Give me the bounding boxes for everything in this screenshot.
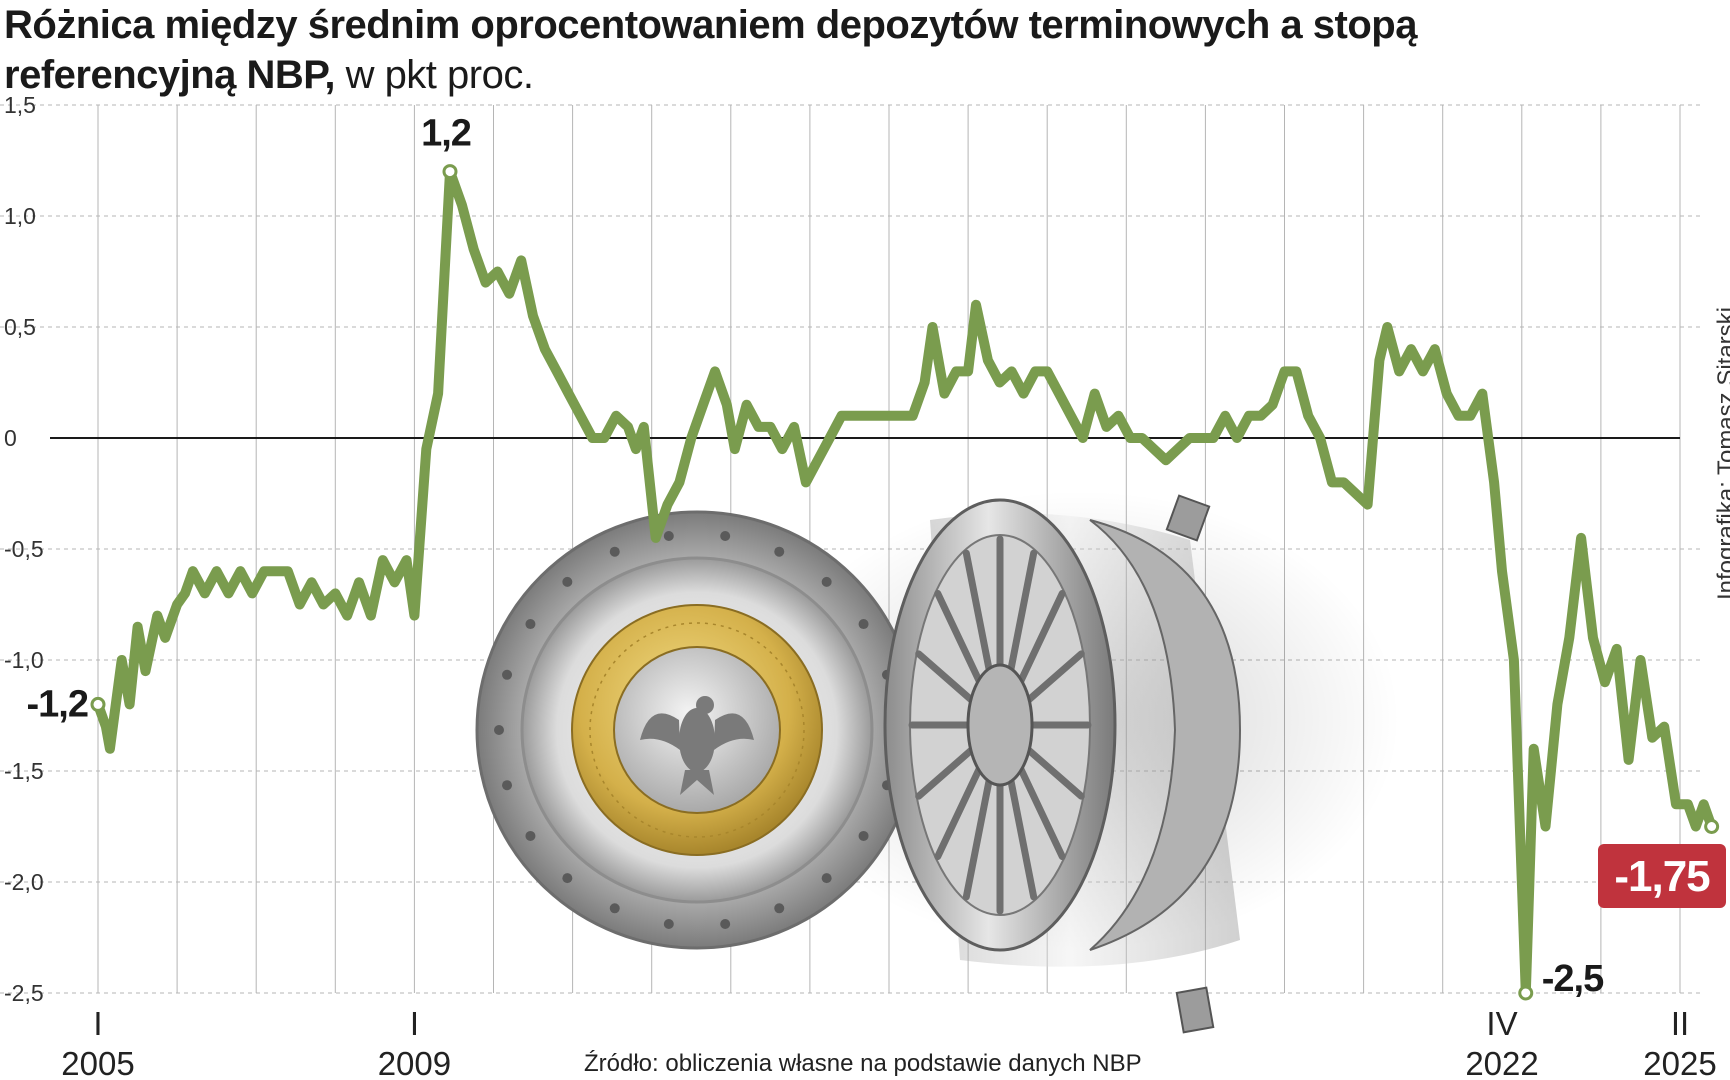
y-tick-label: 1,0: [4, 203, 36, 229]
vault-bolt: [525, 619, 536, 630]
y-tick-label: -0,5: [4, 536, 44, 562]
annotation-marker: [1704, 819, 1720, 834]
x-tick-year-label: 2005: [61, 1045, 134, 1080]
annotation-label: -2,5: [1542, 958, 1604, 1000]
series-line: [93, 166, 1717, 998]
source-label: Źródło: obliczenia własne na podstawie d…: [584, 1050, 1142, 1077]
y-tick-label: 1,5: [4, 92, 36, 118]
annotation-label: -1,2: [27, 683, 88, 725]
coin-lettering-ring: [589, 622, 805, 838]
x-tick-quarter-label: I: [410, 1005, 419, 1042]
y-tick-label: -2,5: [4, 980, 44, 1006]
vault-bolt: [609, 546, 620, 557]
chart-title-unit: w pkt proc.: [345, 53, 534, 97]
vault-bolt: [663, 530, 674, 541]
annotation-marker: [1518, 985, 1534, 1001]
vault-bolt: [663, 919, 674, 930]
vault-bolt: [502, 669, 513, 680]
y-tick-label: -2,0: [4, 869, 44, 895]
vault-bolt: [502, 780, 513, 791]
annotation-marker: [90, 696, 106, 712]
annotation-label: 1,2: [421, 113, 471, 155]
x-tick-quarter-label: I: [93, 1005, 102, 1042]
value-badge: [1598, 844, 1726, 908]
chart-title: Różnica między średnim oprocentowaniem d…: [4, 0, 1654, 100]
value-badge-label: -1,75: [1614, 852, 1710, 901]
x-tick-quarter-label: II: [1671, 1005, 1689, 1042]
y-axis-ticks: 1,5 1,0 0,5 0 -0,5 -1,0 -1,5 -2,0 -2,5: [4, 92, 44, 1006]
annotation-markers: [90, 164, 1720, 1001]
vault-bolt: [562, 873, 573, 884]
vault-door-edge: [1089, 519, 1242, 951]
vault-bolt: [858, 830, 869, 841]
vault-bolt: [562, 576, 573, 587]
y-tick-label: -1,0: [4, 647, 44, 673]
vault-door-latch-top: [1165, 494, 1211, 542]
vault-illustration: [475, 490, 1400, 1034]
annotation-marker: [442, 164, 458, 180]
vault-bolt: [821, 576, 832, 587]
vault-bolt: [609, 903, 620, 914]
x-tick-quarter-label: IV: [1486, 1005, 1517, 1042]
annotations: -1,2 1,2 -2,5 -1,75: [27, 113, 1726, 1000]
vault-door-hub: [966, 663, 1034, 787]
vault-bolt: [821, 873, 832, 884]
y-tick-label: 0,5: [4, 314, 36, 340]
vault-bolt: [720, 919, 731, 930]
vault-bolt: [494, 725, 504, 735]
credit-label: Infografika: Tomasz Sitarski: [1713, 306, 1730, 600]
vault-bolt: [525, 830, 536, 841]
vault-bolt: [858, 619, 869, 630]
vault-door-latch-bottom: [1175, 986, 1215, 1034]
y-tick-label: 0: [4, 425, 17, 451]
vault-bolt: [774, 546, 785, 557]
x-tick-year-label: 2022: [1465, 1045, 1538, 1080]
coin-eagle-emblem: [640, 696, 754, 795]
x-tick-year-label: 2009: [378, 1045, 451, 1080]
vault-bolt: [774, 903, 785, 914]
y-tick-label: -1,5: [4, 758, 44, 784]
x-tick-year-label: 2025: [1643, 1045, 1716, 1080]
chart-title-main: Różnica między średnim oprocentowaniem d…: [4, 3, 1417, 97]
vault-bolt: [720, 530, 731, 541]
